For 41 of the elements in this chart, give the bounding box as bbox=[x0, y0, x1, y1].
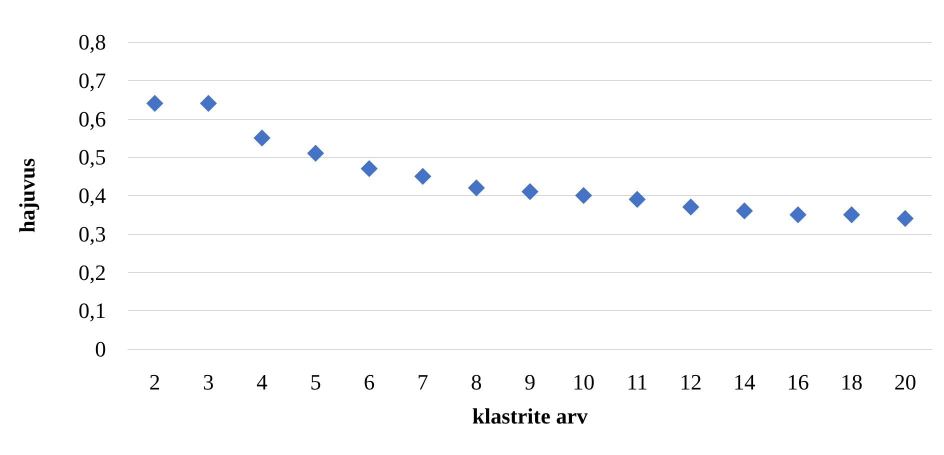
x-tick-label: 5 bbox=[310, 370, 322, 394]
x-tick-label: 8 bbox=[470, 370, 482, 394]
x-tick-label: 2 bbox=[149, 370, 160, 394]
x-tick-label: 14 bbox=[733, 370, 756, 394]
y-tick-label: 0,6 bbox=[78, 106, 106, 132]
point bbox=[896, 210, 914, 228]
y-tick-label: 0,1 bbox=[78, 298, 106, 324]
x-tick-label: 7 bbox=[417, 370, 428, 394]
y-tick-label: 0,8 bbox=[78, 30, 106, 54]
x-tick-label: 10 bbox=[572, 370, 595, 394]
point bbox=[628, 190, 646, 208]
point bbox=[254, 129, 270, 146]
x-axis-title: klastrite arv bbox=[472, 404, 588, 428]
x-tick-label: 11 bbox=[626, 370, 648, 394]
x-tick-label: 6 bbox=[364, 370, 375, 394]
point bbox=[736, 202, 753, 220]
y-tick-label: 0,7 bbox=[78, 68, 106, 93]
x-tick-label: 12 bbox=[680, 370, 702, 394]
x-tick-label: 4 bbox=[256, 370, 268, 394]
y-axis-title: hajuvus bbox=[14, 158, 40, 233]
y-tick-label: 0,5 bbox=[78, 144, 106, 170]
point bbox=[414, 168, 432, 185]
x-tick-label: 3 bbox=[202, 370, 214, 394]
point bbox=[682, 198, 700, 216]
point bbox=[522, 183, 538, 200]
x-tick-label: 16 bbox=[787, 370, 809, 394]
point bbox=[200, 94, 217, 112]
y-tick-label: 0,4 bbox=[78, 183, 106, 208]
x-tick-label: 9 bbox=[524, 370, 536, 394]
y-tick-label: 0,2 bbox=[78, 260, 106, 285]
point bbox=[575, 187, 592, 204]
point bbox=[307, 144, 324, 162]
point bbox=[360, 160, 378, 178]
y-tick-label: 0 bbox=[95, 336, 106, 362]
y-tick-label: 0,3 bbox=[78, 221, 106, 246]
point bbox=[790, 206, 806, 224]
point bbox=[843, 206, 860, 224]
point bbox=[468, 179, 485, 196]
point bbox=[146, 94, 164, 112]
x-tick-label: 18 bbox=[840, 370, 863, 394]
x-tick-label: 20 bbox=[894, 370, 916, 394]
